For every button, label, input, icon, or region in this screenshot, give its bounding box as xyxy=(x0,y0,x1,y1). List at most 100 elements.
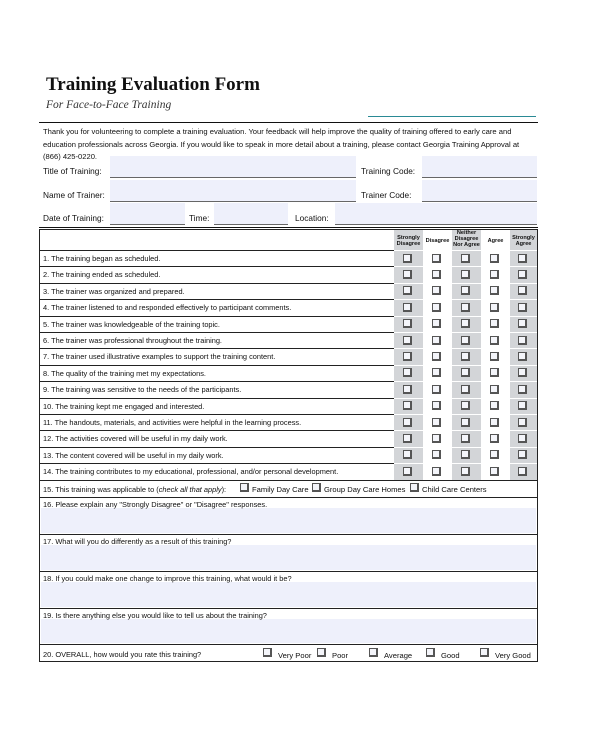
rating-checkbox-1[interactable] xyxy=(403,351,412,361)
q16-label: 16. Please explain any "Strongly Disagre… xyxy=(43,500,268,509)
title-of-training-label: Title of Training: xyxy=(43,166,102,176)
rating-checkbox-5[interactable] xyxy=(518,319,527,329)
rating-checkbox-2[interactable] xyxy=(432,450,441,460)
rating-checkbox-3[interactable] xyxy=(461,319,470,329)
rating-checkbox-5[interactable] xyxy=(518,450,527,460)
rating-checkbox-1[interactable] xyxy=(403,433,412,443)
rating-checkbox-4[interactable] xyxy=(490,302,499,312)
rating-checkbox-3[interactable] xyxy=(461,417,470,427)
rating-checkbox-2[interactable] xyxy=(432,466,441,476)
date-of-training-input[interactable] xyxy=(110,203,185,225)
rating-checkbox-4[interactable] xyxy=(490,351,499,361)
rating-checkbox-2[interactable] xyxy=(432,401,441,411)
rating-checkbox-1[interactable] xyxy=(403,286,412,296)
rating-checkbox-4[interactable] xyxy=(490,286,499,296)
rating-checkbox-3[interactable] xyxy=(461,335,470,345)
rating-checkbox-3[interactable] xyxy=(461,302,470,312)
rating-option-checkbox[interactable] xyxy=(263,648,272,657)
row-divider xyxy=(394,430,537,432)
rating-checkbox-4[interactable] xyxy=(490,417,499,427)
rating-checkbox-3[interactable] xyxy=(461,384,470,394)
rating-checkbox-5[interactable] xyxy=(518,286,527,296)
rating-checkbox-5[interactable] xyxy=(518,351,527,361)
name-of-trainer-input[interactable] xyxy=(110,180,356,202)
rating-checkbox-2[interactable] xyxy=(432,384,441,394)
rating-checkbox-4[interactable] xyxy=(490,466,499,476)
rating-option-checkbox[interactable] xyxy=(426,648,435,657)
scale-header: Strongly Agree xyxy=(512,235,535,247)
rating-checkbox-3[interactable] xyxy=(461,269,470,279)
rating-checkbox-2[interactable] xyxy=(432,368,441,378)
rating-checkbox-4[interactable] xyxy=(490,450,499,460)
statement-row: 7. The trainer used illustrative example… xyxy=(40,348,394,364)
rating-checkbox-1[interactable] xyxy=(403,302,412,312)
rating-checkbox-2[interactable] xyxy=(432,253,441,263)
rating-checkbox-3[interactable] xyxy=(461,450,470,460)
rating-checkbox-2[interactable] xyxy=(432,335,441,345)
rating-checkbox-2[interactable] xyxy=(432,417,441,427)
rating-option-checkbox[interactable] xyxy=(317,648,326,657)
checkbox-family-day-care[interactable] xyxy=(240,483,249,492)
rating-checkbox-4[interactable] xyxy=(490,433,499,443)
rating-checkbox-3[interactable] xyxy=(461,433,470,443)
rating-checkbox-5[interactable] xyxy=(518,384,527,394)
checkbox-group-day-care-homes[interactable] xyxy=(312,483,321,492)
rating-checkbox-4[interactable] xyxy=(490,319,499,329)
q18-answer-field[interactable] xyxy=(41,582,536,607)
location-input[interactable] xyxy=(335,203,537,225)
rating-checkbox-1[interactable] xyxy=(403,368,412,378)
rating-checkbox-1[interactable] xyxy=(403,466,412,476)
row-divider xyxy=(394,381,537,383)
rating-checkbox-5[interactable] xyxy=(518,368,527,378)
rating-checkbox-1[interactable] xyxy=(403,319,412,329)
trainer-code-input[interactable] xyxy=(422,180,537,202)
rating-checkbox-3[interactable] xyxy=(461,286,470,296)
rating-checkbox-2[interactable] xyxy=(432,269,441,279)
rating-checkbox-5[interactable] xyxy=(518,466,527,476)
q17-answer-field[interactable] xyxy=(41,545,536,570)
rating-checkbox-3[interactable] xyxy=(461,351,470,361)
time-input[interactable] xyxy=(214,203,288,225)
q19-answer-field[interactable] xyxy=(41,619,536,643)
row-divider xyxy=(394,315,537,317)
rating-checkbox-5[interactable] xyxy=(518,302,527,312)
title-of-training-input[interactable] xyxy=(110,156,356,178)
rating-checkbox-1[interactable] xyxy=(403,269,412,279)
checkbox-child-care-centers[interactable] xyxy=(410,483,419,492)
scale-header: Neither Disagree Nor Agree xyxy=(453,230,480,248)
q20-label: 20. OVERALL, how would you rate this tra… xyxy=(43,650,202,659)
rating-checkbox-4[interactable] xyxy=(490,335,499,345)
rating-checkbox-5[interactable] xyxy=(518,253,527,263)
rating-checkbox-4[interactable] xyxy=(490,368,499,378)
rating-checkbox-3[interactable] xyxy=(461,466,470,476)
rating-checkbox-5[interactable] xyxy=(518,417,527,427)
rating-checkbox-1[interactable] xyxy=(403,335,412,345)
form-title: Training Evaluation Form xyxy=(46,74,260,95)
rating-checkbox-5[interactable] xyxy=(518,335,527,345)
rating-checkbox-2[interactable] xyxy=(432,319,441,329)
rating-option-checkbox[interactable] xyxy=(480,648,489,657)
q16-answer-field[interactable] xyxy=(41,508,536,533)
rating-checkbox-4[interactable] xyxy=(490,253,499,263)
rating-checkbox-5[interactable] xyxy=(518,433,527,443)
rating-checkbox-1[interactable] xyxy=(403,417,412,427)
rating-checkbox-4[interactable] xyxy=(490,401,499,411)
rating-checkbox-5[interactable] xyxy=(518,401,527,411)
training-code-input[interactable] xyxy=(422,156,537,178)
rating-checkbox-1[interactable] xyxy=(403,401,412,411)
rating-checkbox-1[interactable] xyxy=(403,253,412,263)
rating-checkbox-3[interactable] xyxy=(461,253,470,263)
statement-row: 5. The trainer was knowledgeable of the … xyxy=(40,315,394,332)
rating-option-checkbox[interactable] xyxy=(369,648,378,657)
rating-checkbox-2[interactable] xyxy=(432,302,441,312)
rating-checkbox-1[interactable] xyxy=(403,450,412,460)
rating-checkbox-4[interactable] xyxy=(490,269,499,279)
rating-checkbox-2[interactable] xyxy=(432,351,441,361)
rating-checkbox-5[interactable] xyxy=(518,269,527,279)
rating-checkbox-3[interactable] xyxy=(461,368,470,378)
rating-checkbox-4[interactable] xyxy=(490,384,499,394)
rating-checkbox-1[interactable] xyxy=(403,384,412,394)
rating-checkbox-2[interactable] xyxy=(432,286,441,296)
rating-checkbox-3[interactable] xyxy=(461,401,470,411)
rating-checkbox-2[interactable] xyxy=(432,433,441,443)
